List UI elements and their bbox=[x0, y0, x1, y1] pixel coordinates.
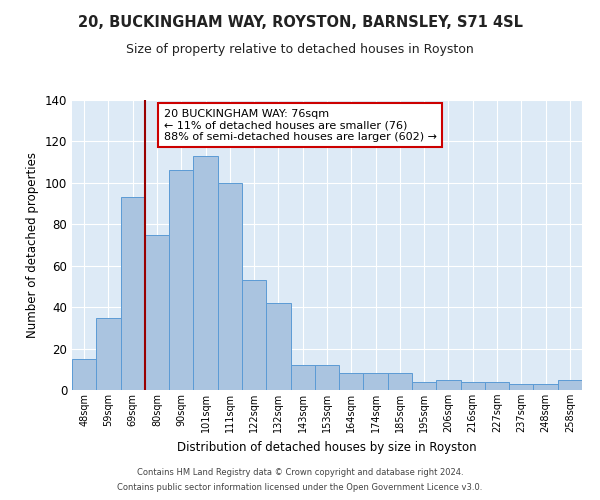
Text: 20 BUCKINGHAM WAY: 76sqm
← 11% of detached houses are smaller (76)
88% of semi-d: 20 BUCKINGHAM WAY: 76sqm ← 11% of detach… bbox=[164, 108, 437, 142]
Text: 20, BUCKINGHAM WAY, ROYSTON, BARNSLEY, S71 4SL: 20, BUCKINGHAM WAY, ROYSTON, BARNSLEY, S… bbox=[77, 15, 523, 30]
Bar bbox=[290, 365, 315, 390]
Bar bbox=[533, 384, 558, 390]
Bar bbox=[339, 374, 364, 390]
Bar bbox=[315, 365, 339, 390]
Bar bbox=[461, 382, 485, 390]
Bar bbox=[242, 280, 266, 390]
Bar bbox=[193, 156, 218, 390]
Text: Contains HM Land Registry data © Crown copyright and database right 2024.: Contains HM Land Registry data © Crown c… bbox=[137, 468, 463, 477]
X-axis label: Distribution of detached houses by size in Royston: Distribution of detached houses by size … bbox=[177, 440, 477, 454]
Text: Contains public sector information licensed under the Open Government Licence v3: Contains public sector information licen… bbox=[118, 483, 482, 492]
Bar bbox=[72, 359, 96, 390]
Bar bbox=[96, 318, 121, 390]
Bar bbox=[121, 198, 145, 390]
Y-axis label: Number of detached properties: Number of detached properties bbox=[26, 152, 39, 338]
Bar bbox=[509, 384, 533, 390]
Bar bbox=[169, 170, 193, 390]
Bar bbox=[266, 303, 290, 390]
Bar bbox=[412, 382, 436, 390]
Bar bbox=[485, 382, 509, 390]
Bar bbox=[388, 374, 412, 390]
Bar bbox=[558, 380, 582, 390]
Text: Size of property relative to detached houses in Royston: Size of property relative to detached ho… bbox=[126, 42, 474, 56]
Bar bbox=[364, 374, 388, 390]
Bar bbox=[145, 234, 169, 390]
Bar bbox=[436, 380, 461, 390]
Bar bbox=[218, 183, 242, 390]
